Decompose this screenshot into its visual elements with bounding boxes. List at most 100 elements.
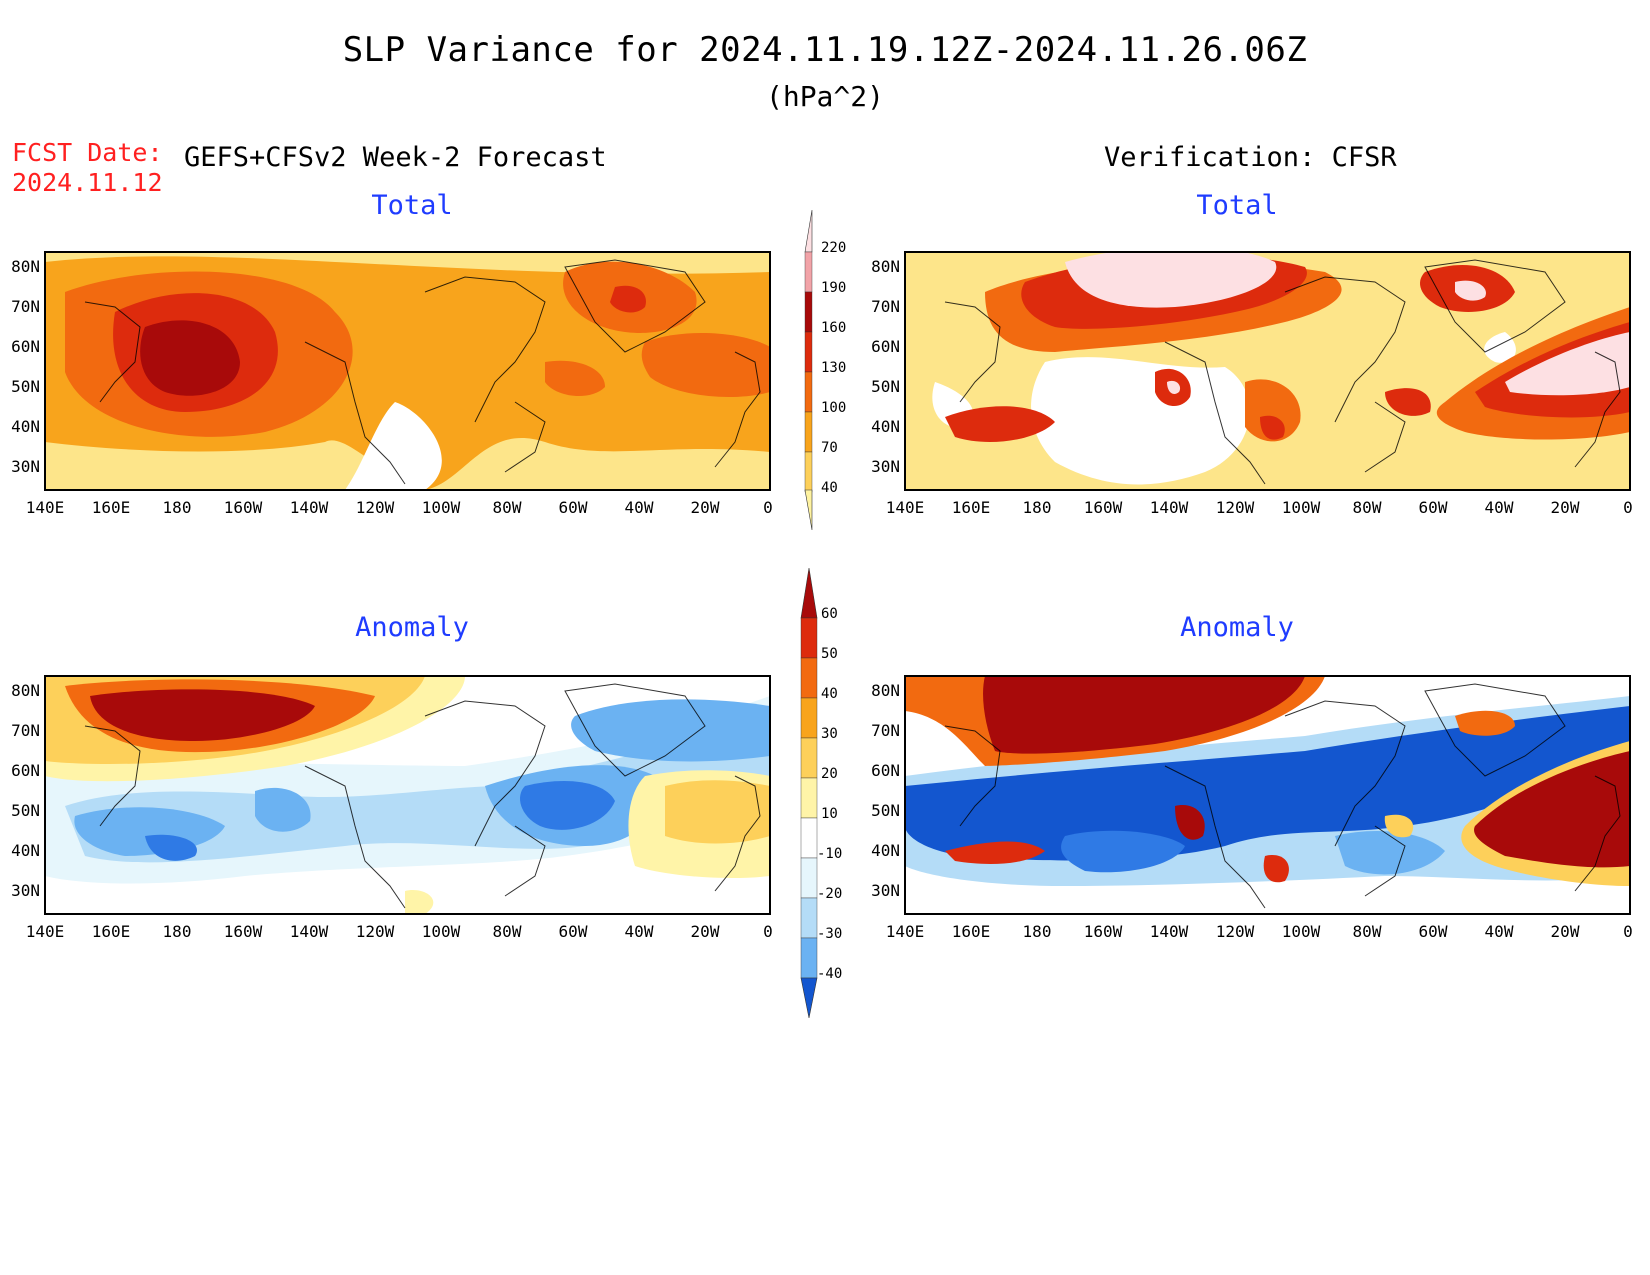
cb-anom-tick-60: 60 [821,606,838,622]
lat-tick-50n: 50N [11,377,40,396]
verification-anomaly-map: 80N 70N 60N 50N 40N 30N 140E 160E 180 16… [871,675,1633,941]
cb-anom-band [800,817,818,859]
cb-total-tick-40: 40 [821,480,838,496]
lon-tick-160e: 160E [952,922,991,941]
cb-anom-band [800,937,818,979]
lat-tick-40n: 40N [11,417,40,436]
lat-tick-30n: 30N [871,457,900,476]
cb-anom-tick-30: 30 [821,726,838,742]
cb-anom-top-arrow [800,568,818,619]
lon-tick-180: 180 [1023,498,1052,517]
lon-tick-140e: 140E [886,498,925,517]
lon-tick-160w: 160W [1084,498,1123,517]
cb-anom-band [800,617,818,659]
lon-tick-140w: 140W [290,922,329,941]
lon-tick-80w: 80W [1353,498,1382,517]
coastline-overlay [944,259,1621,485]
lat-tick-60n: 60N [11,337,40,356]
lat-tick-40n: 40N [871,417,900,436]
lon-tick-60w: 60W [1419,922,1448,941]
cb-total-tick-160: 160 [821,320,846,336]
lon-labels-vt: 140E 160E 180 160W 140W 120W 100W 80W 60… [886,498,1633,517]
lat-labels-vt: 80N 70N 60N 50N 40N 30N [871,257,900,476]
cb-total-band [804,411,813,453]
lat-tick-30n: 30N [11,457,40,476]
forecast-anomaly-title: Anomaly [355,612,469,643]
cb-anom-band [800,657,818,699]
lon-tick-0: 0 [763,498,773,517]
forecast-anomaly-map: 80N 70N 60N 50N 40N 30N 140E 160E 180 16… [11,675,773,941]
lon-tick-0: 0 [1623,498,1633,517]
lat-tick-50n: 50N [11,801,40,820]
cb-total-band [804,451,813,493]
lon-tick-100w: 100W [422,498,461,517]
model-label: GEFS+CFSv2 Week-2 Forecast [184,142,607,173]
cb-anom-tick-neg10: -10 [817,846,842,862]
cb-anom-band [800,897,818,939]
lon-tick-160w: 160W [224,922,263,941]
forecast-total-title: Total [371,190,453,221]
cb-anom-tick-40: 40 [821,686,838,702]
cb-total-tick-220: 220 [821,240,846,256]
lon-tick-140e: 140E [26,922,65,941]
lon-tick-20w: 20W [691,922,720,941]
cb-total-tick-190: 190 [821,280,846,296]
lat-labels-fa: 80N 70N 60N 50N 40N 30N [11,681,40,900]
lon-tick-20w: 20W [1551,922,1580,941]
coastline-overlay [944,683,1621,909]
lon-tick-40w: 40W [1485,922,1514,941]
lon-tick-160w: 160W [1084,922,1123,941]
lat-tick-70n: 70N [11,721,40,740]
verification-label: Verification: CFSR [1104,142,1397,173]
lat-tick-50n: 50N [871,377,900,396]
lon-labels-ft: 140E 160E 180 160W 140W 120W 100W 80W 60… [26,498,773,517]
lon-tick-80w: 80W [493,922,522,941]
lon-tick-40w: 40W [1485,498,1514,517]
forecast-date-value: 2024.11.12 [12,168,163,197]
lat-tick-30n: 30N [871,881,900,900]
cb-total-tick-70: 70 [821,440,838,456]
lon-tick-0: 0 [1623,922,1633,941]
cb-anom-bottom-arrow [800,977,818,1018]
lon-tick-20w: 20W [1551,498,1580,517]
verification-anomaly-title: Anomaly [1180,612,1294,643]
cb-anom-band [800,777,818,819]
cb-total-bottom-arrow [804,489,813,531]
lat-tick-80n: 80N [871,681,900,700]
cb-anom-tick-20: 20 [821,766,838,782]
lon-tick-120w: 120W [356,498,395,517]
lat-tick-70n: 70N [871,297,900,316]
lat-tick-40n: 40N [871,841,900,860]
cb-total-tick-100: 100 [821,400,846,416]
forecast-date-block: FCST Date: 2024.11.12 [12,138,163,198]
lon-tick-80w: 80W [1353,922,1382,941]
cb-anom-band [800,857,818,899]
lat-tick-40n: 40N [11,841,40,860]
lon-tick-180: 180 [163,922,192,941]
lon-tick-160e: 160E [952,498,991,517]
forecast-date-label: FCST Date: [12,138,163,167]
lon-tick-80w: 80W [493,498,522,517]
lon-tick-60w: 60W [1419,498,1448,517]
lon-tick-120w: 120W [1216,922,1255,941]
cb-total-band [804,371,813,413]
verification-total-map: 80N 70N 60N 50N 40N 30N 140E 160E 180 16… [871,251,1633,517]
lon-tick-140e: 140E [26,498,65,517]
lon-tick-100w: 100W [1282,498,1321,517]
lat-tick-30n: 30N [11,881,40,900]
cb-anom-band [800,697,818,739]
lon-tick-0: 0 [763,922,773,941]
cb-total-band [804,291,813,333]
lon-tick-40w: 40W [625,498,654,517]
cb-total-band [804,251,813,293]
lon-labels-fa: 140E 160E 180 160W 140W 120W 100W 80W 60… [26,922,773,941]
lon-tick-140w: 140W [290,498,329,517]
anomaly-colorbar: 60 50 40 30 20 10 -10 -20 -30 -40 [800,568,842,1018]
lat-labels-va: 80N 70N 60N 50N 40N 30N [871,681,900,900]
lon-tick-100w: 100W [1282,922,1321,941]
lon-tick-60w: 60W [559,498,588,517]
lat-tick-60n: 60N [871,337,900,356]
lon-tick-140w: 140W [1150,498,1189,517]
lat-tick-80n: 80N [11,681,40,700]
lon-tick-160w: 160W [224,498,263,517]
